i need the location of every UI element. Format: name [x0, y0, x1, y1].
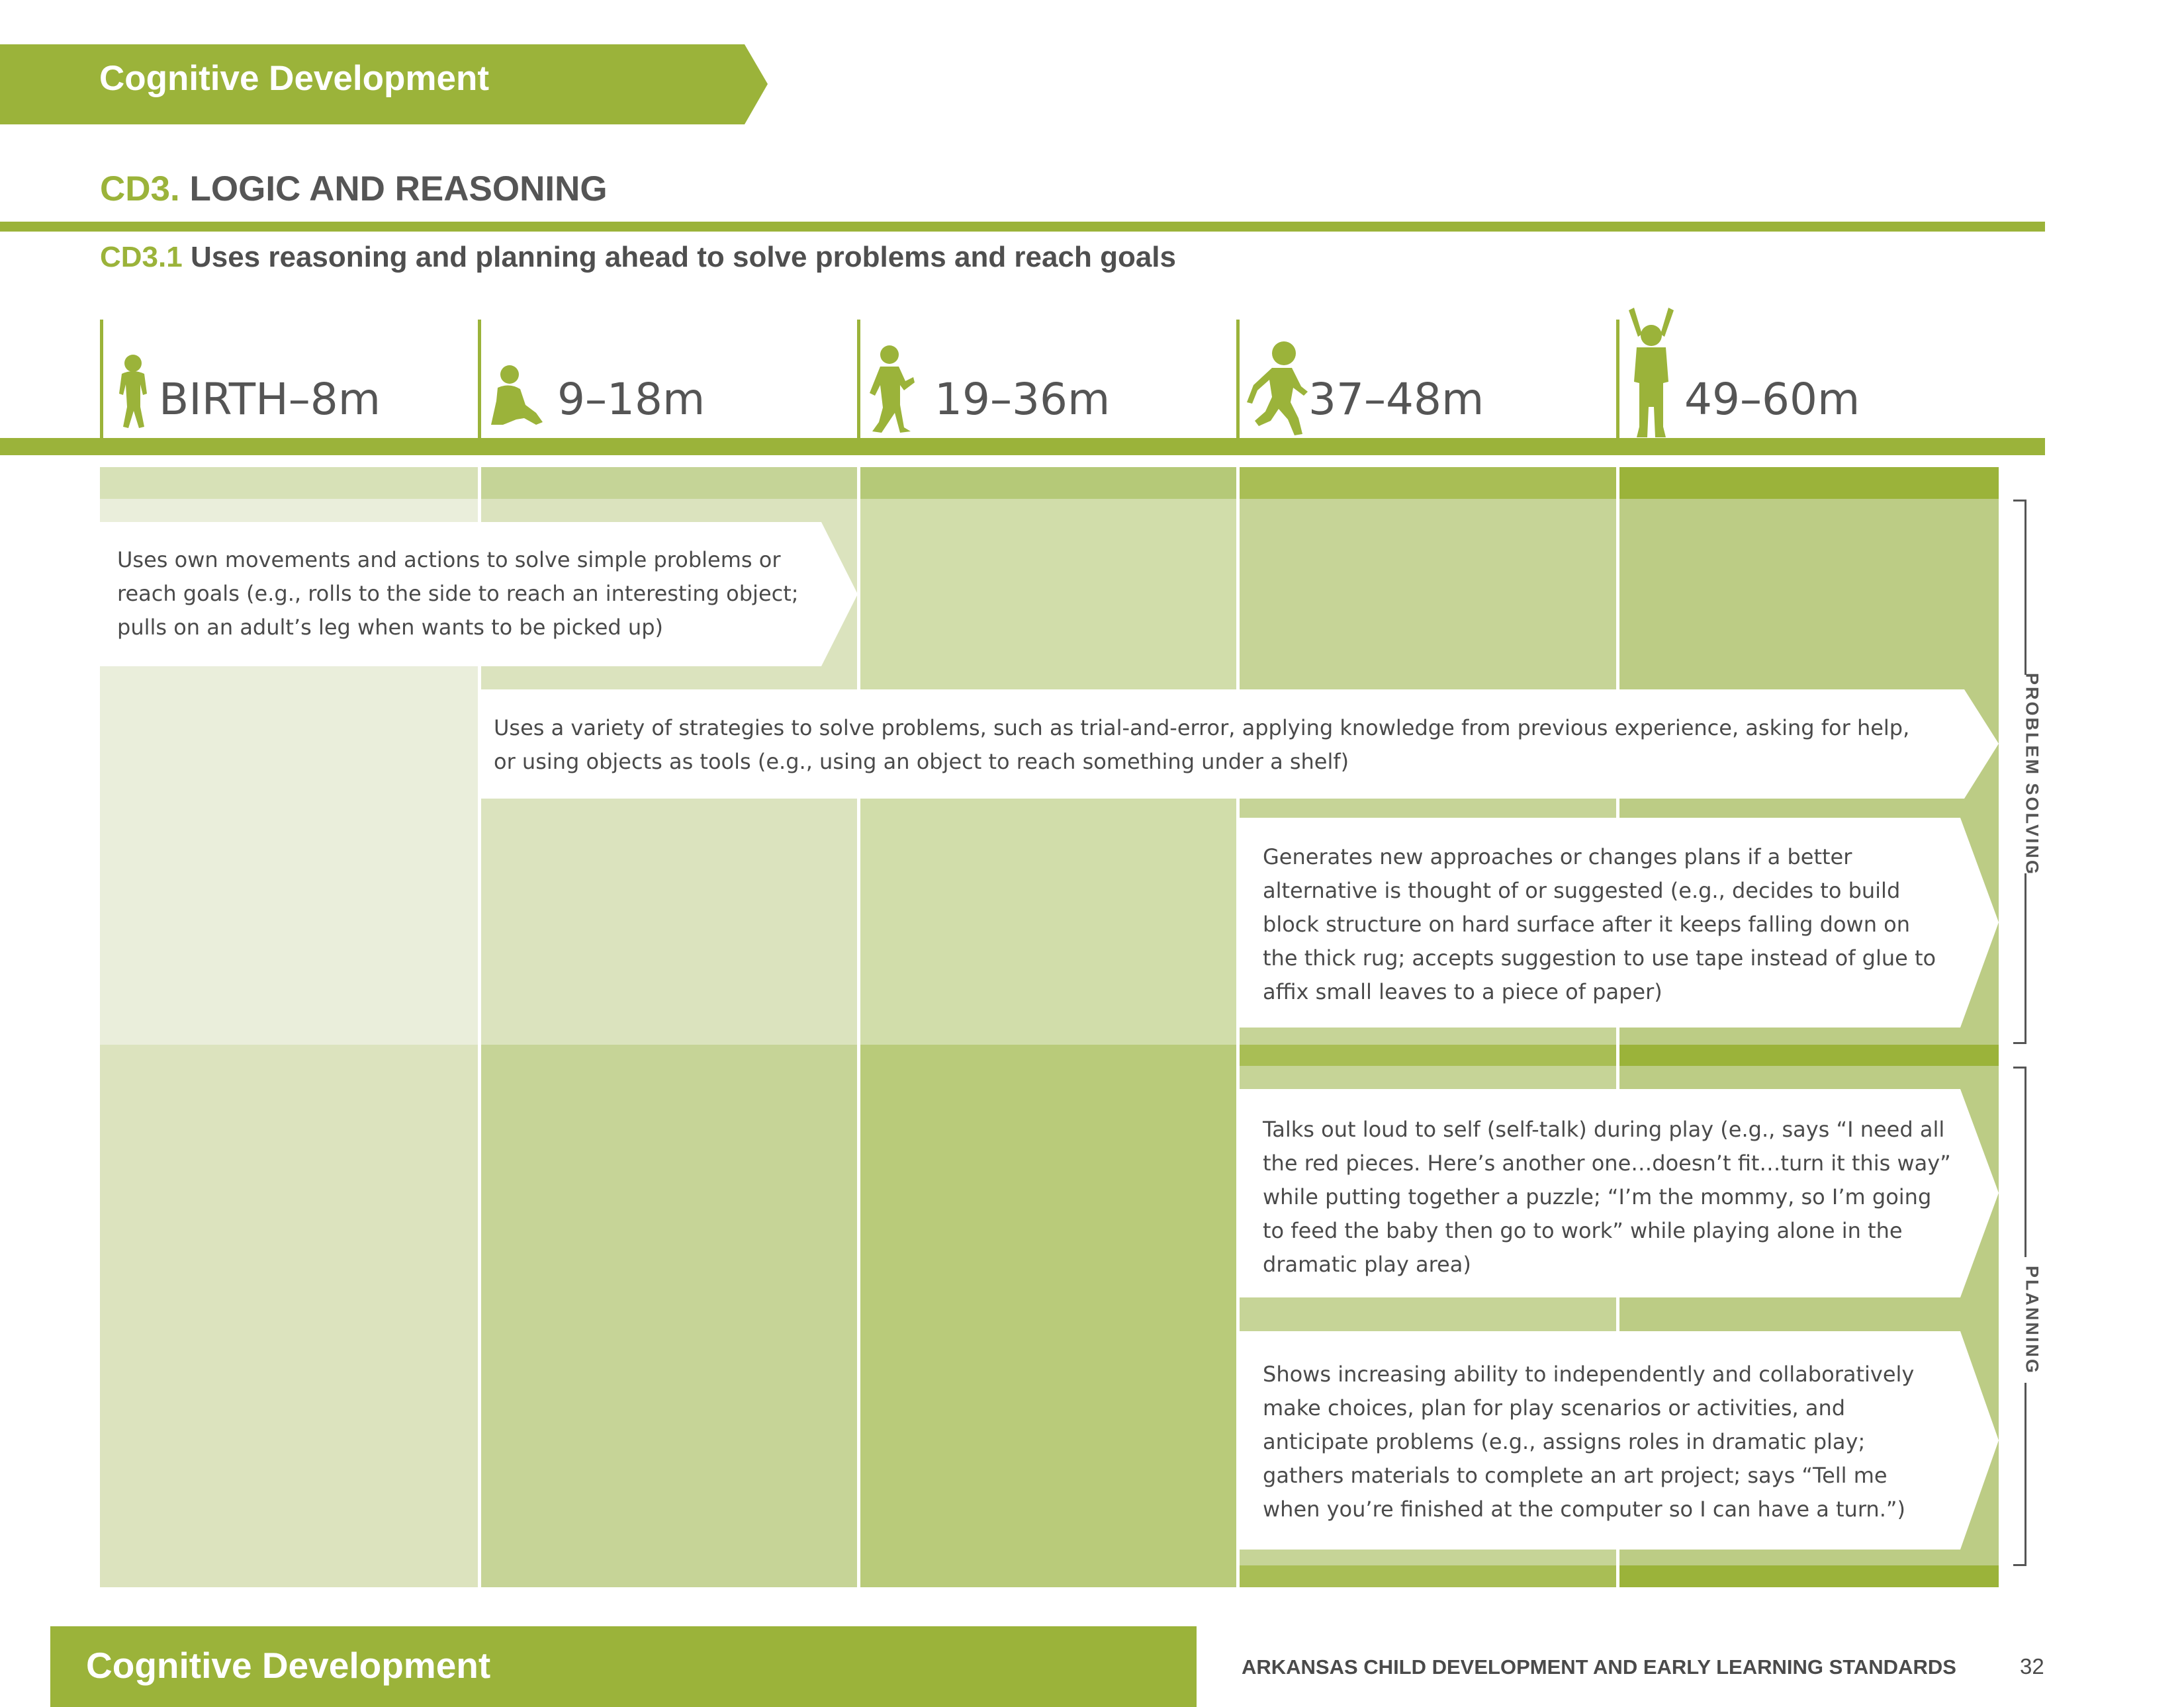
grid-header-cell [858, 467, 1238, 499]
problem-solving-label: PROBLEM SOLVING [2022, 672, 2042, 876]
age-label-birth-8m: BIRTH–8m [159, 374, 381, 425]
toddler-walking-silhouette-icon [870, 345, 915, 433]
child-running-silhouette-icon [1247, 341, 1308, 435]
column-separator [478, 467, 481, 1587]
grid-accent-strip [1238, 1565, 1617, 1587]
standard-name: LOGIC AND REASONING [189, 169, 608, 208]
grid-header-cell [1238, 467, 1617, 499]
standard-code: CD3. [100, 169, 180, 208]
sitting-baby-silhouette-icon [491, 365, 543, 425]
section-banner-title: Cognitive Development [99, 59, 489, 98]
indicator-text: Uses a variety of strategies to solve pr… [494, 715, 1910, 774]
infant-silhouette-icon [119, 355, 147, 428]
child-arms-raised-silhouette-icon [1629, 308, 1674, 437]
grid-accent-strip [1617, 1565, 1999, 1587]
substandard-title: CD3.1 Uses reasoning and planning ahead … [100, 241, 1176, 274]
age-label-37-48m: 37–48m [1308, 374, 1484, 425]
grid-header-cell [100, 467, 479, 499]
indicator-box: Uses a variety of strategies to solve pr… [479, 689, 1999, 799]
planning-label: PLANNING [2022, 1265, 2042, 1375]
title-rule [0, 222, 2045, 232]
age-label-19-36m: 19–36m [934, 374, 1111, 425]
planning-cell [858, 1045, 1238, 1587]
indicator-box: Talks out loud to self (self-talk) durin… [1238, 1089, 1999, 1297]
age-divider [1616, 320, 1619, 439]
grid-accent-strip [1617, 1045, 1999, 1066]
problem-solving-label-wrap: PROBLEM SOLVING [2019, 672, 2045, 876]
standard-title: CD3. LOGIC AND REASONING [100, 169, 608, 209]
planning-cell [100, 1045, 479, 1587]
grid-header-cell [1617, 467, 1999, 499]
substandard-name: Uses reasoning and planning ahead to sol… [190, 241, 1176, 273]
age-divider [100, 320, 103, 439]
indicator-text: Shows increasing ability to independentl… [1263, 1362, 1915, 1522]
age-divider [478, 320, 481, 439]
age-header-rule [0, 438, 2045, 455]
planning-label-wrap: PLANNING [2019, 1257, 2045, 1383]
age-label-49-60m: 49–60m [1684, 374, 1860, 425]
age-label-9-18m: 9–18m [557, 374, 705, 425]
page-number: 32 [2020, 1654, 2044, 1679]
age-divider [1236, 320, 1240, 439]
planning-cell [479, 1045, 858, 1587]
indicator-box: Generates new approaches or changes plan… [1238, 818, 1999, 1028]
indicator-text: Generates new approaches or changes plan… [1263, 844, 1936, 1004]
indicator-box: Shows increasing ability to independentl… [1238, 1331, 1999, 1550]
indicator-text: Talks out loud to self (self-talk) durin… [1263, 1117, 1951, 1277]
age-divider [857, 320, 860, 439]
grid-header-cell [479, 467, 858, 499]
section-banner [0, 44, 768, 124]
indicator-text: Uses own movements and actions to solve … [117, 547, 799, 640]
footer-section-title: Cognitive Development [86, 1645, 491, 1686]
substandard-code: CD3.1 [100, 241, 183, 273]
column-separator [857, 467, 860, 1587]
indicator-box: Uses own movements and actions to solve … [100, 522, 858, 666]
footer-document-title: ARKANSAS CHILD DEVELOPMENT AND EARLY LEA… [1242, 1655, 1956, 1679]
grid-accent-strip [1238, 1045, 1617, 1066]
